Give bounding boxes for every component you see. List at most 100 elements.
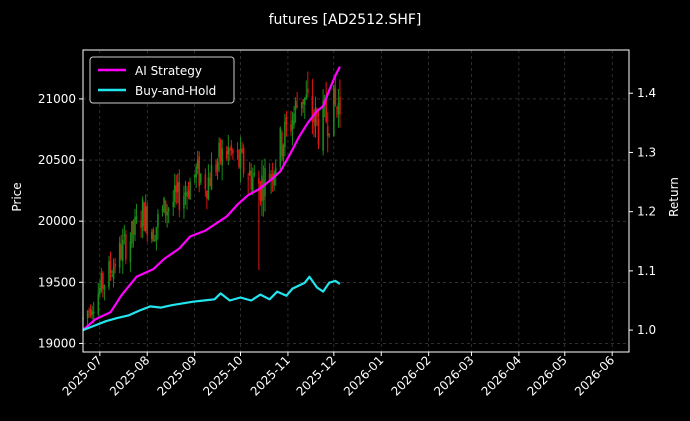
candle-body — [154, 240, 156, 242]
candle-body — [251, 176, 254, 192]
candle-body — [198, 156, 201, 187]
candle-body — [317, 118, 320, 145]
y-right-tick-label: 1.3 — [637, 145, 656, 159]
candle-body — [99, 287, 101, 295]
candle-body — [193, 174, 196, 178]
candle-body — [253, 172, 256, 176]
candle-body — [186, 192, 188, 197]
candle-body — [247, 178, 249, 180]
candle-body — [221, 148, 223, 166]
candle-body — [175, 185, 178, 193]
candle-body — [316, 109, 318, 118]
candle-body — [313, 116, 315, 123]
candle-body — [225, 150, 228, 159]
candle-body — [183, 195, 185, 209]
ai-strategy-line — [82, 66, 341, 331]
candle-body — [281, 132, 283, 157]
candle-body — [258, 178, 260, 184]
candle-body — [163, 197, 165, 213]
candle-body — [264, 168, 266, 197]
candle-body — [120, 244, 123, 260]
buy-and-hold-line — [82, 275, 341, 332]
candle-body — [337, 102, 340, 115]
candle-body — [336, 107, 338, 109]
candle-body — [274, 167, 277, 177]
candle-body — [268, 173, 271, 180]
candle-body — [296, 105, 298, 108]
candle-body — [140, 220, 142, 228]
candle-body — [242, 148, 245, 174]
y-left-tick-label: 20500 — [38, 153, 76, 167]
candle-body — [326, 126, 329, 137]
candle-body — [177, 181, 179, 193]
candle-body — [261, 175, 263, 202]
candle-body — [218, 142, 220, 158]
candle-body — [314, 107, 317, 127]
candle-body — [155, 226, 158, 241]
candle-body — [132, 220, 135, 235]
candle-body — [195, 166, 197, 178]
candle-body — [97, 293, 100, 315]
candle-body — [91, 311, 93, 315]
y-right-tick-layer: 1.0 1.1 1.2 1.3 1.4 — [629, 86, 656, 337]
candle-body — [311, 95, 314, 122]
legend: AI Strategy Buy-and-Hold — [89, 56, 235, 104]
candle-body — [334, 88, 337, 105]
candle-body — [285, 117, 288, 125]
candle-body — [232, 149, 234, 154]
candle-body — [227, 146, 230, 155]
candle-layer — [82, 71, 341, 327]
candle-body — [134, 216, 136, 235]
candle-body — [100, 273, 103, 291]
candle-body — [216, 161, 219, 171]
candle-body — [294, 100, 297, 111]
y-left-tick-label: 19000 — [38, 336, 76, 350]
chart-title: futures [AD2512.SHF] — [269, 12, 422, 28]
candle-body — [121, 239, 124, 262]
candle-body — [262, 179, 265, 201]
candle-body — [129, 241, 132, 263]
candle-body — [92, 311, 95, 314]
y-right-tick-label: 1.1 — [637, 264, 656, 278]
y-left-tick-label: 19500 — [38, 275, 76, 289]
candle-body — [290, 124, 292, 132]
candle-body — [167, 208, 170, 212]
candle-body — [219, 139, 222, 162]
candle-body — [270, 175, 272, 179]
candle-body — [204, 174, 207, 190]
candle-body — [207, 177, 210, 199]
candle-body — [300, 102, 303, 109]
candle-body — [339, 96, 341, 115]
candle-body — [236, 150, 239, 152]
candle-body — [293, 113, 295, 125]
candle-body — [131, 221, 133, 244]
candle-body — [305, 94, 308, 99]
candle-body — [210, 164, 213, 190]
y-axis-right-label: Return — [667, 177, 681, 217]
candle-body — [151, 232, 153, 239]
line-layer — [82, 66, 341, 332]
y-left-tick-layer: 19000 19500 20000 20500 21000 — [38, 92, 83, 350]
y-right-tick-label: 1.0 — [637, 323, 656, 337]
candle-body — [166, 211, 168, 216]
candle-body — [164, 200, 167, 216]
candle-body — [196, 159, 199, 169]
candle-body — [284, 121, 286, 148]
candle-body — [307, 88, 309, 94]
candle-body — [152, 229, 155, 242]
candle-body — [111, 275, 113, 277]
candle-body — [291, 120, 294, 130]
legend-box — [89, 56, 235, 104]
candle-body — [250, 170, 253, 190]
candle-body — [146, 206, 149, 236]
candle-body — [328, 133, 331, 135]
legend-label-ai-strategy: AI Strategy — [135, 64, 202, 78]
candle-body — [241, 148, 243, 153]
y-left-tick-label: 21000 — [38, 92, 76, 106]
candle-body — [303, 97, 306, 105]
candle-body — [173, 185, 176, 203]
legend-label-buy-and-hold: Buy-and-Hold — [135, 84, 216, 98]
candle-body — [123, 234, 126, 237]
candle-body — [109, 260, 112, 273]
